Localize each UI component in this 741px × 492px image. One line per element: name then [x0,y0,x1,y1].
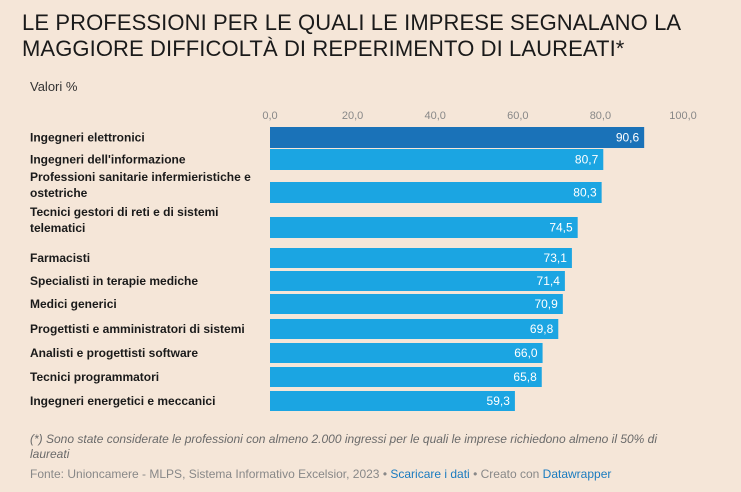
category-label: Tecnici gestori di reti e di sistemi tele… [30,205,219,235]
bar-value-label: 80,3 [573,186,597,200]
bar [270,149,604,170]
chart-title: LE PROFESSIONI PER LE QUALI LE IMPRESE S… [22,10,680,61]
x-tick-label: 0,0 [262,110,277,122]
category-label-line: Specialisti in terapie mediche [30,274,198,288]
category-label-line: Professioni sanitarie infermieristiche e [30,170,251,184]
category-label-line: Ingegneri elettronici [30,131,145,145]
bar [270,182,602,203]
x-tick-label: 100,0 [669,110,697,122]
bar [270,127,645,148]
separator: • [469,467,481,481]
bar-value-label: 80,7 [575,153,599,167]
category-label-line: Ingegneri energetici e meccanici [30,394,215,408]
bar-value-label: 69,8 [530,322,554,336]
category-label: Specialisti in terapie mediche [30,274,198,288]
category-label: Tecnici programmatori [30,370,159,384]
bar [270,343,543,363]
separator: • [379,467,391,481]
category-label-line: Tecnici programmatori [30,370,159,384]
bar-value-label: 90,6 [616,131,640,145]
bar [270,271,565,291]
bar-chart: 0,0 20,0 40,0 60,0 80,0 100,0 90,6 Ingegneri el… [30,110,697,411]
bar-value-label: 71,4 [537,274,561,288]
x-tick-label: 20,0 [342,110,363,122]
category-label: Ingegneri dell'informazione [30,153,186,167]
category-label-line: telematici [30,221,85,235]
source-line: Fonte: Unioncamere - MLPS, Sistema Infor… [30,467,611,481]
category-label-line: Analisti e progettisti software [30,346,198,360]
bar [270,248,572,268]
bar-value-label: 66,0 [514,346,538,360]
bar-value-label: 73,1 [544,251,568,265]
bar-value-label: 74,5 [549,221,573,235]
footnote: (*) Sono state considerate le profession… [30,432,658,461]
bar-value-label: 70,9 [534,297,558,311]
download-data-link[interactable]: Scaricare i dati [390,467,470,481]
bar [270,391,515,411]
x-tick-label: 60,0 [507,110,528,122]
category-label: Analisti e progettisti software [30,346,198,360]
category-label: Professioni sanitarie infermieristiche e… [30,170,251,200]
datawrapper-link[interactable]: Datawrapper [542,467,612,481]
category-label: Medici generici [30,297,117,311]
source-text: Fonte: Unioncamere - MLPS, Sistema Infor… [30,467,380,481]
category-label: Ingegneri elettronici [30,131,145,145]
category-label: Ingegneri energetici e meccanici [30,394,215,408]
bar [270,367,542,387]
bar [270,217,578,238]
category-label-line: Tecnici gestori di reti e di sistemi [30,205,219,219]
bar-value-label: 65,8 [513,370,537,384]
bar-value-label: 59,3 [487,394,511,408]
bar [270,319,559,339]
category-label-line: ostetriche [30,186,88,200]
chart-subtitle: Valori % [30,79,78,94]
category-label-line: Progettisti e amministratori di sistemi [30,322,245,336]
x-tick-label: 40,0 [424,110,445,122]
bar [270,294,563,314]
category-label-line: Medici generici [30,297,117,311]
created-with-text: Creato con [480,467,543,481]
category-label: Progettisti e amministratori di sistemi [30,322,245,336]
x-tick-label: 80,0 [590,110,611,122]
category-label: Farmacisti [30,251,90,265]
category-label-line: Ingegneri dell'informazione [30,153,186,167]
category-label-line: Farmacisti [30,251,90,265]
